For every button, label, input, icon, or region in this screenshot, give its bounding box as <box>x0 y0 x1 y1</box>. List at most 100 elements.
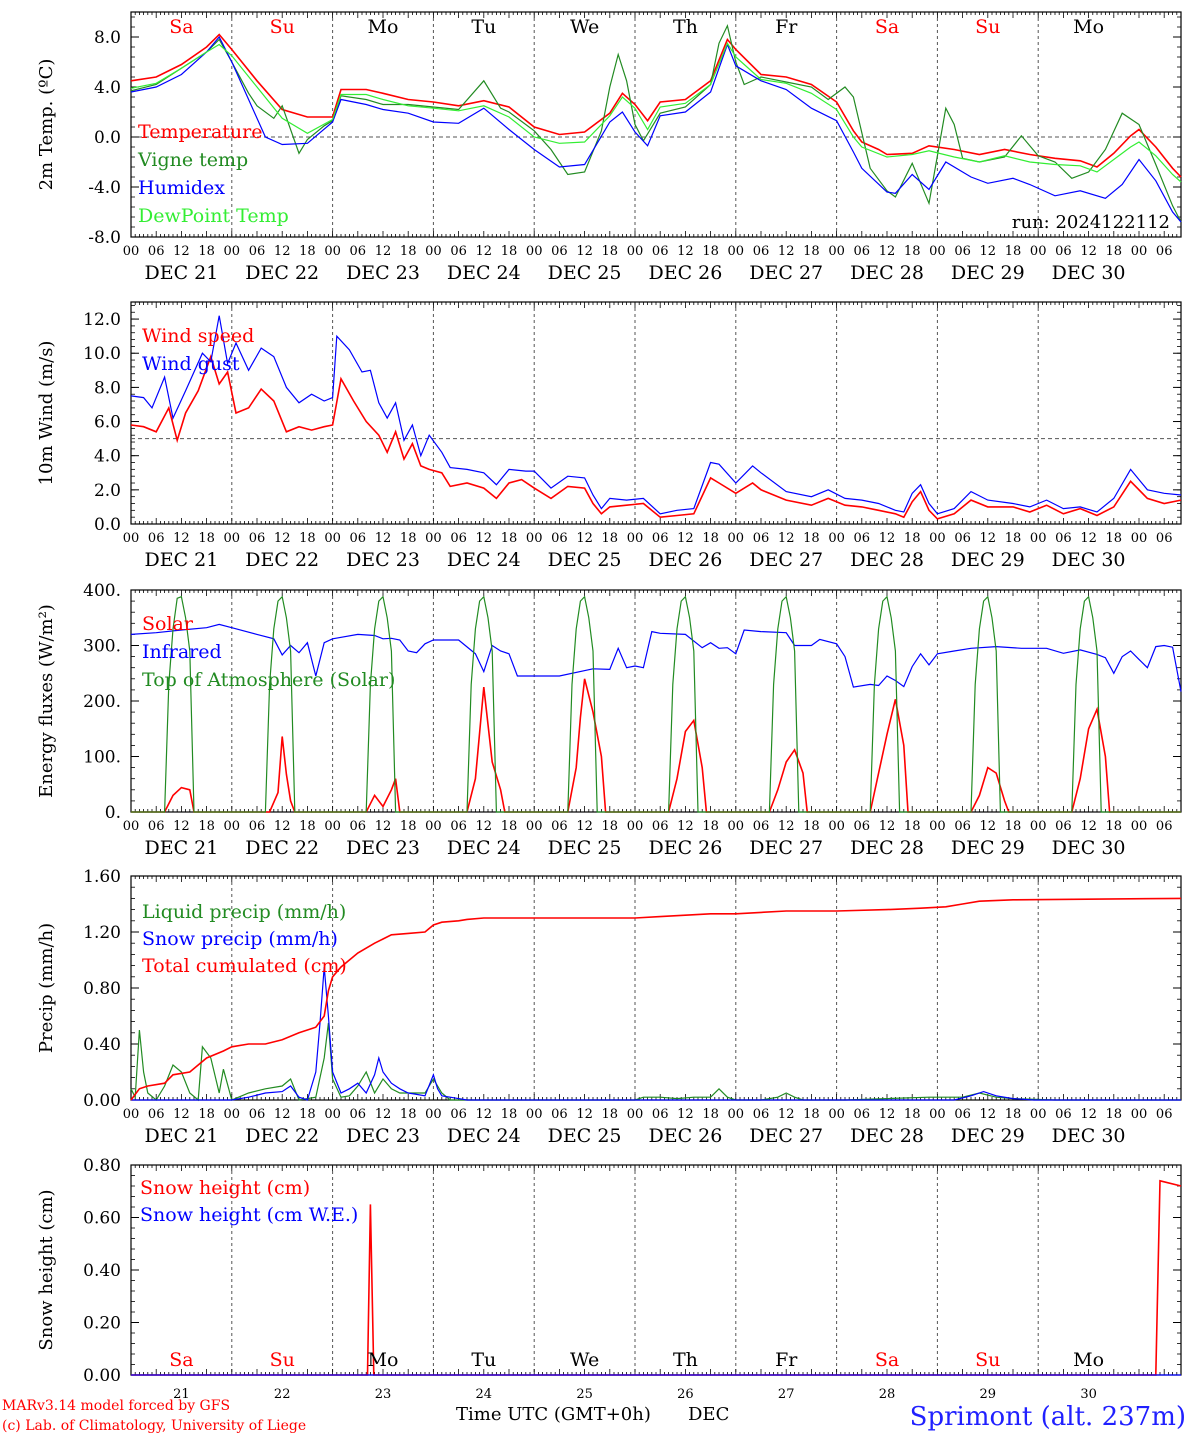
hour-label: 06 <box>450 1107 467 1122</box>
y-tick-label: 4.0 <box>94 447 121 467</box>
plot-frame <box>130 589 1182 813</box>
date-label: DEC 25 <box>548 1125 622 1147</box>
hour-label: 12 <box>476 1107 493 1122</box>
day-name: We <box>570 16 599 38</box>
legend-entry: Snow height (cm) <box>140 1177 310 1199</box>
date-label: DEC 22 <box>245 262 319 284</box>
legend-entry: Total cumulated (cm) <box>142 955 347 977</box>
date-label: DEC 21 <box>144 1125 218 1147</box>
y-tick-label: 8.0 <box>94 28 121 48</box>
lab-credit: (c) Lab. of Climatology, University of L… <box>2 1418 307 1434</box>
hour-label: 18 <box>501 819 518 834</box>
hour-label: 18 <box>702 244 719 259</box>
station-name: Sprimont (alt. 237m) <box>909 1402 1186 1432</box>
day-name: Su <box>975 1349 1000 1371</box>
hour-label: 00 <box>728 531 745 546</box>
hour-label: 06 <box>1156 244 1173 259</box>
day-number: 30 <box>1080 1387 1097 1402</box>
day-number: 22 <box>274 1387 291 1402</box>
date-label: DEC 28 <box>850 549 924 571</box>
day-number: 26 <box>677 1387 694 1402</box>
legend-entry: Temperature <box>138 121 262 143</box>
date-label: DEC 25 <box>548 549 622 571</box>
date-label: DEC 23 <box>346 837 420 859</box>
hour-label: 06 <box>652 531 669 546</box>
hour-label: 18 <box>803 819 820 834</box>
hour-label: 06 <box>954 1107 971 1122</box>
date-label: DEC 27 <box>749 549 823 571</box>
hour-label: 00 <box>627 1107 644 1122</box>
y-tick-label: 2.0 <box>94 481 121 501</box>
hour-label: 06 <box>753 819 770 834</box>
hour-label: 00 <box>828 531 845 546</box>
hour-label: 00 <box>224 1107 241 1122</box>
hour-label: 18 <box>198 1107 215 1122</box>
series-line <box>130 897 1182 1101</box>
hour-label: 18 <box>803 244 820 259</box>
hour-label: 06 <box>450 819 467 834</box>
date-label: DEC 27 <box>749 837 823 859</box>
day-number: 25 <box>576 1387 593 1402</box>
hour-label: 12 <box>274 531 291 546</box>
hour-label: 06 <box>450 244 467 259</box>
hour-label: 00 <box>1131 244 1148 259</box>
hour-label: 00 <box>828 819 845 834</box>
hour-label: 18 <box>299 819 316 834</box>
hour-label: 18 <box>702 1107 719 1122</box>
hour-label: 06 <box>954 244 971 259</box>
hour-label: 12 <box>476 819 493 834</box>
day-number: 29 <box>980 1387 997 1402</box>
y-tick-label: 4.0 <box>94 78 121 98</box>
y-tick-label: 300. <box>83 637 121 657</box>
hour-label: 00 <box>929 244 946 259</box>
day-name: Tu <box>471 1349 496 1371</box>
y-tick-label: 200. <box>83 692 121 712</box>
series-line <box>131 966 1181 1101</box>
hour-label: 06 <box>753 244 770 259</box>
hour-label: 18 <box>1005 1107 1022 1122</box>
panel-5: 0.00 0.20 0.40 0.60 0.80 Snow height (cm) Snow… <box>36 1156 1182 1402</box>
series-line <box>130 33 1182 178</box>
panel-1: -8.0 -4.0 0.0 4.0 8.0 2m Temp. (ºC) Temperatur… <box>36 11 1182 284</box>
day-name: Fr <box>775 1349 798 1371</box>
date-label: DEC 29 <box>951 837 1025 859</box>
legend-entry: Humidex <box>138 177 225 199</box>
hour-label: 00 <box>728 244 745 259</box>
y-tick-label: -4.0 <box>88 178 121 198</box>
hour-label: 18 <box>501 531 518 546</box>
hour-label: 00 <box>929 819 946 834</box>
date-label: DEC 24 <box>447 262 521 284</box>
hour-label: 06 <box>1055 531 1072 546</box>
hour-label: 12 <box>476 244 493 259</box>
hour-label: 12 <box>1080 1107 1097 1122</box>
hour-label: 12 <box>778 1107 795 1122</box>
hour-label: 12 <box>576 1107 593 1122</box>
hour-label: 06 <box>148 1107 165 1122</box>
y-tick-label: 0.60 <box>83 1209 121 1229</box>
hour-label: 00 <box>123 1107 140 1122</box>
hour-label: 12 <box>476 531 493 546</box>
date-label: DEC 30 <box>1052 262 1126 284</box>
day-number: 28 <box>879 1387 896 1402</box>
hour-label: 18 <box>1106 244 1123 259</box>
hour-label: 18 <box>1005 819 1022 834</box>
hour-label: 12 <box>375 819 392 834</box>
hour-label: 00 <box>224 819 241 834</box>
hour-label: 12 <box>980 531 997 546</box>
hour-label: 12 <box>677 531 694 546</box>
date-label: DEC 25 <box>548 837 622 859</box>
date-label: DEC 24 <box>447 549 521 571</box>
hour-label: 18 <box>702 531 719 546</box>
day-name: Su <box>975 16 1000 38</box>
legend-entry: Solar <box>142 613 194 635</box>
hour-label: 00 <box>627 819 644 834</box>
panel-2: 0.0 2.0 4.0 6.0 8.0 10.0 12.0 10m Wind (m/s) Win… <box>36 301 1182 571</box>
y-tick-label: 1.60 <box>83 867 121 887</box>
date-label: DEC 30 <box>1052 1125 1126 1147</box>
hour-label: 18 <box>400 531 417 546</box>
hour-label: 00 <box>425 1107 442 1122</box>
hour-label: 18 <box>1106 1107 1123 1122</box>
y-tick-label: 0. <box>105 803 121 823</box>
day-name: Sa <box>169 16 193 38</box>
